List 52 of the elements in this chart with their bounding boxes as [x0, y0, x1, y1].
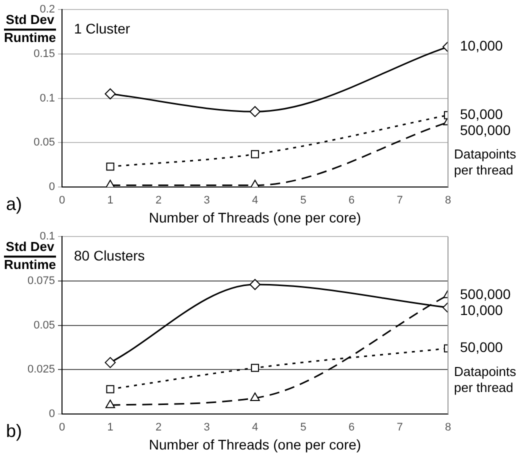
x-tick-label: 1 [107, 194, 114, 207]
text: a) [6, 194, 22, 214]
x-tick-label: 5 [300, 422, 306, 434]
point [250, 364, 260, 372]
text: 1 Cluster [74, 20, 130, 36]
y-tick-label: 0.1 [40, 92, 55, 104]
point [106, 385, 114, 394]
point [105, 180, 116, 187]
x-tick-label: 3 [204, 194, 210, 207]
x-tick-label: 6 [348, 194, 355, 207]
x-tick-label: 0 [58, 194, 66, 207]
series-label: 500,000 [460, 122, 511, 138]
x-tick-label: 4 [252, 422, 258, 434]
x-tick-label: 7 [396, 422, 403, 434]
x-tick-label: 0 [58, 422, 66, 434]
series-label: 50,000 [460, 339, 504, 356]
series-label: 10,000 [460, 302, 504, 318]
x-tick-label: 4 [252, 194, 258, 207]
point [104, 357, 116, 368]
x-axis-title: Number of Threads (one per core) [148, 436, 362, 452]
legend-title: Datapoints per thread [454, 364, 517, 395]
x-tick-label: 1 [107, 422, 114, 434]
x-tick-label: 8 [444, 422, 452, 434]
y-tick-label: 0.075 [27, 274, 55, 287]
point [106, 162, 114, 171]
series-label: 10,000 [460, 38, 504, 54]
x-tick-label: 5 [300, 194, 306, 207]
point [250, 392, 260, 402]
x-tick-label: 8 [444, 194, 452, 207]
y-tick-label: 0.15 [34, 48, 55, 60]
x-axis-title: Number of Threads (one per core) [148, 209, 362, 226]
y-tick-label: 0.05 [34, 319, 55, 332]
y-tick-label: 0.05 [34, 136, 55, 149]
point [250, 106, 260, 118]
text: 80 Clusters [74, 247, 145, 264]
series-label: 500,000 [460, 286, 511, 302]
x-tick-label: 2 [155, 194, 162, 207]
y-tick-label: 0 [48, 408, 55, 420]
x-tick-label: 6 [348, 422, 355, 434]
point [105, 400, 116, 408]
legend-title: Datapoints per thread [454, 146, 517, 178]
series-label: 50,000 [460, 106, 504, 122]
point [250, 180, 260, 187]
point [250, 150, 260, 158]
point [104, 88, 116, 100]
point [250, 279, 260, 290]
text: b) [6, 420, 22, 441]
x-tick-label: 7 [396, 194, 403, 207]
x-tick-label: 3 [204, 422, 210, 434]
y-tick-label: 0.025 [27, 364, 55, 376]
y-tick-label: 0 [48, 181, 55, 194]
x-tick-label: 2 [155, 422, 162, 434]
